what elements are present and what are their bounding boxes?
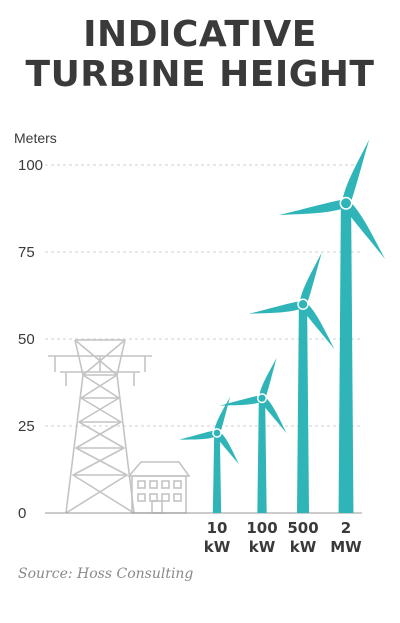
reference-illustrations — [48, 339, 191, 514]
turbine-blade — [248, 300, 304, 314]
turbine-blade — [214, 396, 231, 434]
turbine-blade — [342, 139, 370, 205]
turbine-blade — [259, 396, 287, 434]
y-axis-label: Meters — [14, 130, 57, 146]
category-label-value: 10 — [207, 519, 228, 537]
turbine-hub — [339, 196, 353, 210]
turbine-bar — [248, 252, 335, 513]
pylon-icon — [48, 339, 152, 514]
y-tick-label: 100 — [18, 157, 43, 174]
house-icon — [127, 461, 191, 514]
turbine-blade — [214, 431, 239, 465]
turbine-blade — [278, 199, 347, 216]
turbine-bar — [219, 357, 287, 513]
turbine-tower — [212, 432, 222, 513]
source-note: Source: Hoss Consulting — [18, 566, 194, 582]
title-line-2: TURBINE HEIGHT — [25, 54, 375, 95]
y-tick-label: 50 — [18, 331, 35, 348]
title-line-1: INDICATIVE — [83, 14, 317, 55]
turbine-tower — [257, 398, 267, 513]
gridlines — [45, 164, 362, 427]
turbine-tower — [338, 203, 354, 513]
y-tick-label: 25 — [18, 418, 35, 435]
turbine-blade — [342, 200, 386, 260]
category-label-unit: kW — [249, 538, 276, 556]
turbine-bar — [278, 139, 386, 513]
category-label-value: 500 — [287, 519, 318, 537]
y-tick-label: 0 — [18, 505, 26, 522]
turbine-blade — [259, 357, 277, 400]
turbine-blade — [219, 395, 263, 406]
turbine-hub — [297, 298, 309, 310]
category-label-unit: MW — [330, 538, 362, 556]
category-label-unit: kW — [290, 538, 317, 556]
turbine-bar — [179, 396, 239, 513]
turbine-blade — [179, 430, 218, 440]
category-label-value: 100 — [246, 519, 277, 537]
turbine-hub — [212, 428, 222, 438]
turbine-blade — [299, 252, 322, 306]
y-axis-ticks: 0 25 50 75 100 — [18, 157, 43, 522]
turbine-hub — [256, 393, 268, 404]
category-label-unit: kW — [204, 538, 231, 556]
y-tick-label: 75 — [18, 244, 35, 261]
turbine-tower — [297, 304, 309, 513]
category-label-value: 2 — [341, 519, 351, 537]
turbine-blade — [300, 302, 335, 350]
turbines — [179, 139, 386, 513]
